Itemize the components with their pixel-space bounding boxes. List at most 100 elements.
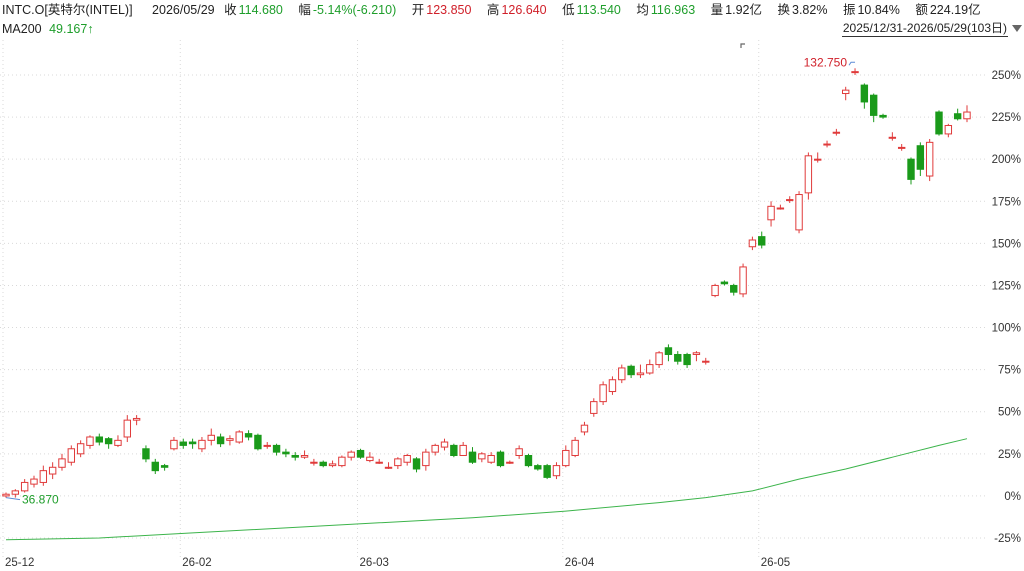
candle[interactable] xyxy=(758,231,766,249)
candle[interactable] xyxy=(207,428,215,446)
candle[interactable] xyxy=(562,445,570,468)
candle[interactable] xyxy=(188,438,197,449)
dropdown-arrow-icon[interactable] xyxy=(1012,25,1022,32)
ticker-label[interactable]: INTC.O[英特尔(INTEL)] xyxy=(2,3,133,17)
candle[interactable] xyxy=(608,376,617,395)
candle[interactable] xyxy=(655,351,663,368)
candle[interactable] xyxy=(104,436,113,449)
candle[interactable] xyxy=(319,460,327,468)
candle[interactable] xyxy=(944,123,953,138)
candle[interactable] xyxy=(487,452,495,464)
candle[interactable] xyxy=(767,201,775,227)
candle[interactable] xyxy=(394,457,402,469)
candle[interactable] xyxy=(646,359,654,375)
candle[interactable] xyxy=(328,460,337,468)
candle[interactable] xyxy=(860,83,869,109)
date-range-selector[interactable]: 2025/12/31-2026/05/29(103日) xyxy=(841,21,1008,37)
candle[interactable] xyxy=(599,381,607,405)
candle[interactable] xyxy=(282,448,290,458)
candle[interactable] xyxy=(534,463,542,471)
candle[interactable] xyxy=(925,138,934,182)
candle[interactable] xyxy=(664,344,673,362)
candle[interactable] xyxy=(151,458,159,475)
candle[interactable] xyxy=(216,433,225,448)
candle[interactable] xyxy=(291,452,299,461)
candle[interactable] xyxy=(422,448,430,471)
candle[interactable] xyxy=(869,93,878,123)
candle[interactable] xyxy=(254,433,262,451)
candle[interactable] xyxy=(888,132,897,141)
candle[interactable] xyxy=(67,445,76,466)
candle[interactable] xyxy=(506,460,514,464)
candle[interactable] xyxy=(618,364,626,384)
candle[interactable] xyxy=(459,442,467,457)
candlestick-chart[interactable]: -25% 0% 25% 50% 75% 100% 125% 150% 175% 200% 225% 2… xyxy=(0,40,1024,571)
candle[interactable] xyxy=(338,455,346,468)
candle[interactable] xyxy=(2,492,10,498)
candle[interactable] xyxy=(412,457,421,473)
candle[interactable] xyxy=(58,453,66,471)
candle[interactable] xyxy=(403,453,411,466)
candle[interactable] xyxy=(160,463,169,471)
candle[interactable] xyxy=(786,196,794,203)
candle[interactable] xyxy=(20,479,29,493)
candle[interactable] xyxy=(431,443,439,456)
candle[interactable] xyxy=(916,142,925,177)
candle[interactable] xyxy=(842,86,850,101)
candle[interactable] xyxy=(179,438,187,449)
candle[interactable] xyxy=(11,489,20,498)
candle[interactable] xyxy=(310,458,318,466)
candle[interactable] xyxy=(440,438,449,451)
candle[interactable] xyxy=(776,204,785,210)
candle[interactable] xyxy=(851,68,859,75)
candle[interactable] xyxy=(730,283,738,296)
candle[interactable] xyxy=(356,448,365,459)
candle[interactable] xyxy=(804,152,813,200)
candle[interactable] xyxy=(198,436,206,453)
candle[interactable] xyxy=(300,450,309,459)
candle[interactable] xyxy=(226,435,234,446)
candle[interactable] xyxy=(272,443,281,456)
candle[interactable] xyxy=(76,440,85,458)
candle[interactable] xyxy=(674,351,682,365)
candle[interactable] xyxy=(384,462,393,469)
candle[interactable] xyxy=(170,436,178,451)
candle[interactable] xyxy=(935,110,943,136)
candle[interactable] xyxy=(580,421,589,436)
candle[interactable] xyxy=(739,263,747,298)
candle[interactable] xyxy=(123,415,131,443)
candle[interactable] xyxy=(543,463,551,480)
candle[interactable] xyxy=(235,430,243,444)
candle[interactable] xyxy=(114,435,122,448)
candle[interactable] xyxy=(879,113,887,119)
candle[interactable] xyxy=(795,191,803,234)
candle[interactable] xyxy=(142,445,150,463)
candle[interactable] xyxy=(347,450,355,461)
candle[interactable] xyxy=(814,152,822,163)
candle[interactable] xyxy=(571,436,579,458)
candle[interactable] xyxy=(823,140,831,148)
candle[interactable] xyxy=(552,462,561,480)
candle[interactable] xyxy=(953,108,962,121)
candle[interactable] xyxy=(375,458,383,464)
candle[interactable] xyxy=(95,433,103,446)
candle[interactable] xyxy=(590,398,598,417)
candle[interactable] xyxy=(48,462,57,480)
candle[interactable] xyxy=(515,445,523,459)
candle[interactable] xyxy=(692,351,701,362)
candle[interactable] xyxy=(832,128,841,136)
candle[interactable] xyxy=(478,452,486,463)
candle[interactable] xyxy=(132,415,141,426)
candle[interactable] xyxy=(963,105,971,123)
candle[interactable] xyxy=(627,364,635,379)
candle[interactable] xyxy=(636,364,645,379)
candle[interactable] xyxy=(720,280,729,286)
candle[interactable] xyxy=(524,453,533,468)
candle[interactable] xyxy=(366,452,374,463)
candle[interactable] xyxy=(907,157,915,185)
candle[interactable] xyxy=(263,442,271,449)
candle[interactable] xyxy=(897,144,906,151)
candle[interactable] xyxy=(748,236,757,251)
candle[interactable] xyxy=(86,435,94,449)
candle[interactable] xyxy=(450,443,458,458)
